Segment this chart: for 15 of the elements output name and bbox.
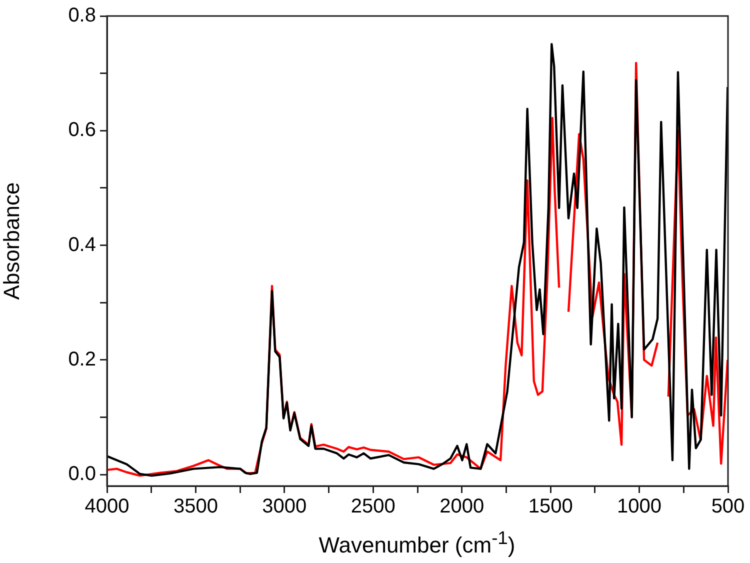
x-tick-label: 2000 (440, 496, 484, 518)
y-tick-label: 0.8 (68, 4, 96, 27)
x-tick-label: 3500 (173, 496, 218, 518)
y-tick-label: 0.0 (68, 463, 96, 486)
y-tick-label: 0.4 (68, 234, 96, 256)
y-axis-title: Absorbance (0, 182, 25, 300)
x-tick-label: 3000 (262, 496, 307, 518)
y-tick-label: 0.2 (68, 348, 96, 370)
x-tick-label: 1000 (617, 496, 662, 518)
x-axis-title: Wavenumber (cm$^{-1}$) (318, 527, 516, 558)
x-tick-label: 2500 (350, 496, 396, 518)
x-tick-label: 4000 (84, 496, 130, 518)
y-tick-label: 0.6 (68, 119, 96, 142)
x-tick-label: 1500 (528, 496, 573, 518)
x-tick-label: 500 (711, 496, 745, 518)
